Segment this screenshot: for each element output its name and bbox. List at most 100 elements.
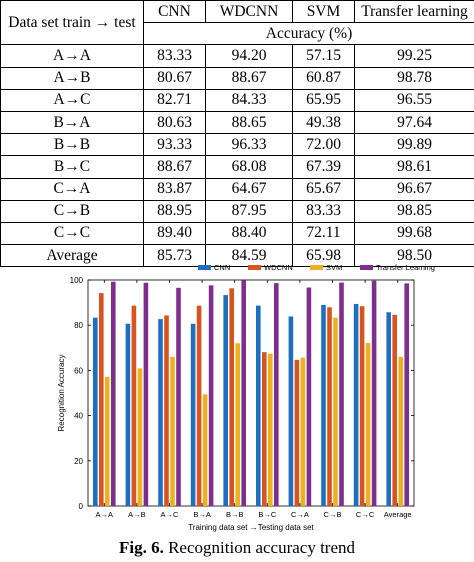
row-label: C→C xyxy=(0,221,144,246)
row-label: B→A xyxy=(0,110,144,135)
table-cell: 64.67 xyxy=(205,177,293,201)
legend-entry: CNN xyxy=(214,263,230,272)
table-cell: 99.89 xyxy=(354,133,474,157)
table-cell: 57.15 xyxy=(292,44,355,68)
table-cell: 84.33 xyxy=(205,88,293,112)
bar-wdcnn xyxy=(294,359,300,506)
y-tick-label: 0 xyxy=(79,502,84,511)
x-tick-label: B→C xyxy=(258,510,277,519)
table-cell: 94.20 xyxy=(205,44,293,68)
bar-wdcnn xyxy=(327,307,332,506)
plot-frame xyxy=(87,279,415,507)
bar-svm xyxy=(365,343,371,506)
legend-swatch xyxy=(360,265,373,270)
bar-wdcnn xyxy=(229,288,234,506)
table-cell: 88.95 xyxy=(143,199,206,223)
table-cell: 99.25 xyxy=(354,44,474,68)
bar-svm xyxy=(202,394,208,506)
x-tick-label: B→A xyxy=(193,510,211,519)
bar-transfer-learning xyxy=(111,281,116,506)
table-cell: 87.95 xyxy=(205,199,293,223)
table-row: C→C 89.40 88.40 72.11 99.68 xyxy=(0,221,474,246)
table-cell: 98.78 xyxy=(354,66,474,90)
figure-caption-text: Recognition accuracy trend xyxy=(168,538,356,557)
row-label: A→A xyxy=(0,44,144,68)
legend-swatch xyxy=(248,265,261,270)
bar-wdcnn xyxy=(131,305,137,506)
bar-transfer-learning xyxy=(371,280,377,506)
corner-header: Data set train → test xyxy=(0,0,144,46)
bar-svm xyxy=(300,357,306,506)
table-cell: 98.50 xyxy=(354,244,474,268)
y-tick-label: 40 xyxy=(74,412,83,421)
y-tick-label: 60 xyxy=(74,366,83,375)
legend-swatch xyxy=(310,265,323,270)
table-cell: 99.68 xyxy=(354,221,474,246)
method-header: SVM xyxy=(292,0,355,24)
table-cell: 68.08 xyxy=(205,155,293,179)
table-cell: 96.33 xyxy=(205,133,293,157)
y-tick-label: 100 xyxy=(70,276,84,285)
table-row: A→C 82.71 84.33 65.95 96.55 xyxy=(0,88,474,112)
row-label: A→B xyxy=(0,66,144,90)
bar-transfer-learning xyxy=(339,282,344,506)
x-tick-label: A→C xyxy=(161,510,180,519)
row-label: A→C xyxy=(0,88,144,112)
bar-svm xyxy=(398,356,403,506)
method-header: WDCNN xyxy=(205,0,293,24)
table-cell: 60.87 xyxy=(292,66,355,90)
bar-wdcnn xyxy=(262,352,267,506)
bar-svm xyxy=(333,317,338,506)
table-cell: 89.40 xyxy=(143,221,206,246)
bar-cnn xyxy=(158,319,163,506)
legend-entry: WDCNN xyxy=(264,263,293,272)
table-row: B→C 88.67 68.08 67.39 98.61 xyxy=(0,155,474,179)
table-cell: 93.33 xyxy=(143,133,206,157)
bar-transfer-learning xyxy=(143,282,149,506)
x-tick-label: B→B xyxy=(226,510,244,519)
bar-transfer-learning xyxy=(274,283,279,506)
table-cell: 88.67 xyxy=(143,155,206,179)
bar-wdcnn xyxy=(164,315,169,506)
bar-cnn xyxy=(223,295,228,506)
bar-cnn xyxy=(125,323,131,506)
table-cell: 83.33 xyxy=(143,44,206,68)
bar-wdcnn xyxy=(196,305,202,506)
bar-svm xyxy=(105,376,110,506)
bar-wdcnn xyxy=(359,306,365,506)
bar-svm xyxy=(170,356,175,506)
figure-caption: Fig. 6. Recognition accuracy trend xyxy=(0,538,474,558)
bar-svm xyxy=(235,343,240,506)
x-tick-label: Average xyxy=(384,510,412,519)
table-cell: 82.71 xyxy=(143,88,206,112)
table-cell: 72.00 xyxy=(292,133,355,157)
legend-swatch xyxy=(198,265,211,270)
y-tick-label: 80 xyxy=(74,321,83,330)
table-cell: 98.61 xyxy=(354,155,474,179)
method-header: CNN xyxy=(143,0,206,24)
row-label: B→C xyxy=(0,155,144,179)
table-header-row: Data set train → test CNN WDCNN SVM Tran… xyxy=(0,0,474,46)
table-cell: 96.67 xyxy=(354,177,474,201)
table-row: B→A 80.63 88.65 49.38 97.64 xyxy=(0,110,474,135)
table-row: C→A 83.87 64.67 65.67 96.67 xyxy=(0,177,474,201)
table-cell: 88.67 xyxy=(205,66,293,90)
table-row: A→B 80.67 88.67 60.87 98.78 xyxy=(0,66,474,90)
table-cell: 98.85 xyxy=(354,199,474,223)
table-cell: 80.67 xyxy=(143,66,206,90)
bar-transfer-learning xyxy=(404,283,409,506)
x-axis-label: Training data set →Testing data set xyxy=(188,523,314,532)
accuracy-bar-chart: 0 20 40 60 80 100 Recognition Accuracy A→A A→B A→… xyxy=(57,263,435,532)
table-cell: 80.63 xyxy=(143,110,206,135)
bar-transfer-learning xyxy=(306,287,312,506)
bar-transfer-learning xyxy=(241,280,246,506)
table-cell: 49.38 xyxy=(292,110,355,135)
table-cell: 65.98 xyxy=(292,244,355,268)
table-row: Average 85.73 84.59 65.98 98.50 xyxy=(0,244,474,268)
table-cell: 67.39 xyxy=(292,155,355,179)
bar-wdcnn xyxy=(392,314,397,506)
bar-svm xyxy=(137,368,143,506)
legend-entry: SVM xyxy=(326,263,342,272)
bar-cnn xyxy=(190,323,196,506)
table-cell: 65.95 xyxy=(292,88,355,112)
